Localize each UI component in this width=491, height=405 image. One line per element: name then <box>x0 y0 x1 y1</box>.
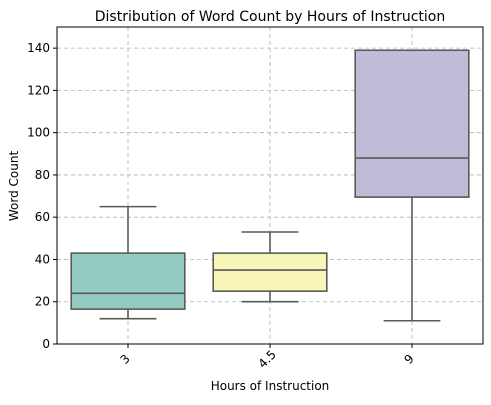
y-tick-label: 120 <box>27 83 50 97</box>
y-tick-label: 100 <box>27 126 50 140</box>
y-tick-label: 60 <box>35 210 50 224</box>
box-group-9 <box>354 49 470 322</box>
y-tick-label: 0 <box>42 337 50 351</box>
chart-title: Distribution of Word Count by Hours of I… <box>95 9 446 25</box>
y-tick-label: 140 <box>27 41 50 55</box>
iqr-box <box>354 49 470 198</box>
box-group-4-5 <box>212 231 328 303</box>
y-axis-label: Word Count <box>7 151 21 222</box>
x-tick-label: 9 <box>402 352 417 367</box>
y-tick-label: 20 <box>35 295 50 309</box>
x-axis-label: Hours of Instruction <box>211 379 330 393</box>
x-tick-label: 4.5 <box>255 347 278 370</box>
y-tick-label: 40 <box>35 252 50 266</box>
iqr-box <box>70 252 186 310</box>
y-tick-label: 80 <box>35 168 50 182</box>
iqr-box <box>212 252 328 292</box>
box-group-3 <box>70 205 186 320</box>
box-layer <box>70 49 470 322</box>
x-tick-label: 3 <box>118 352 133 367</box>
